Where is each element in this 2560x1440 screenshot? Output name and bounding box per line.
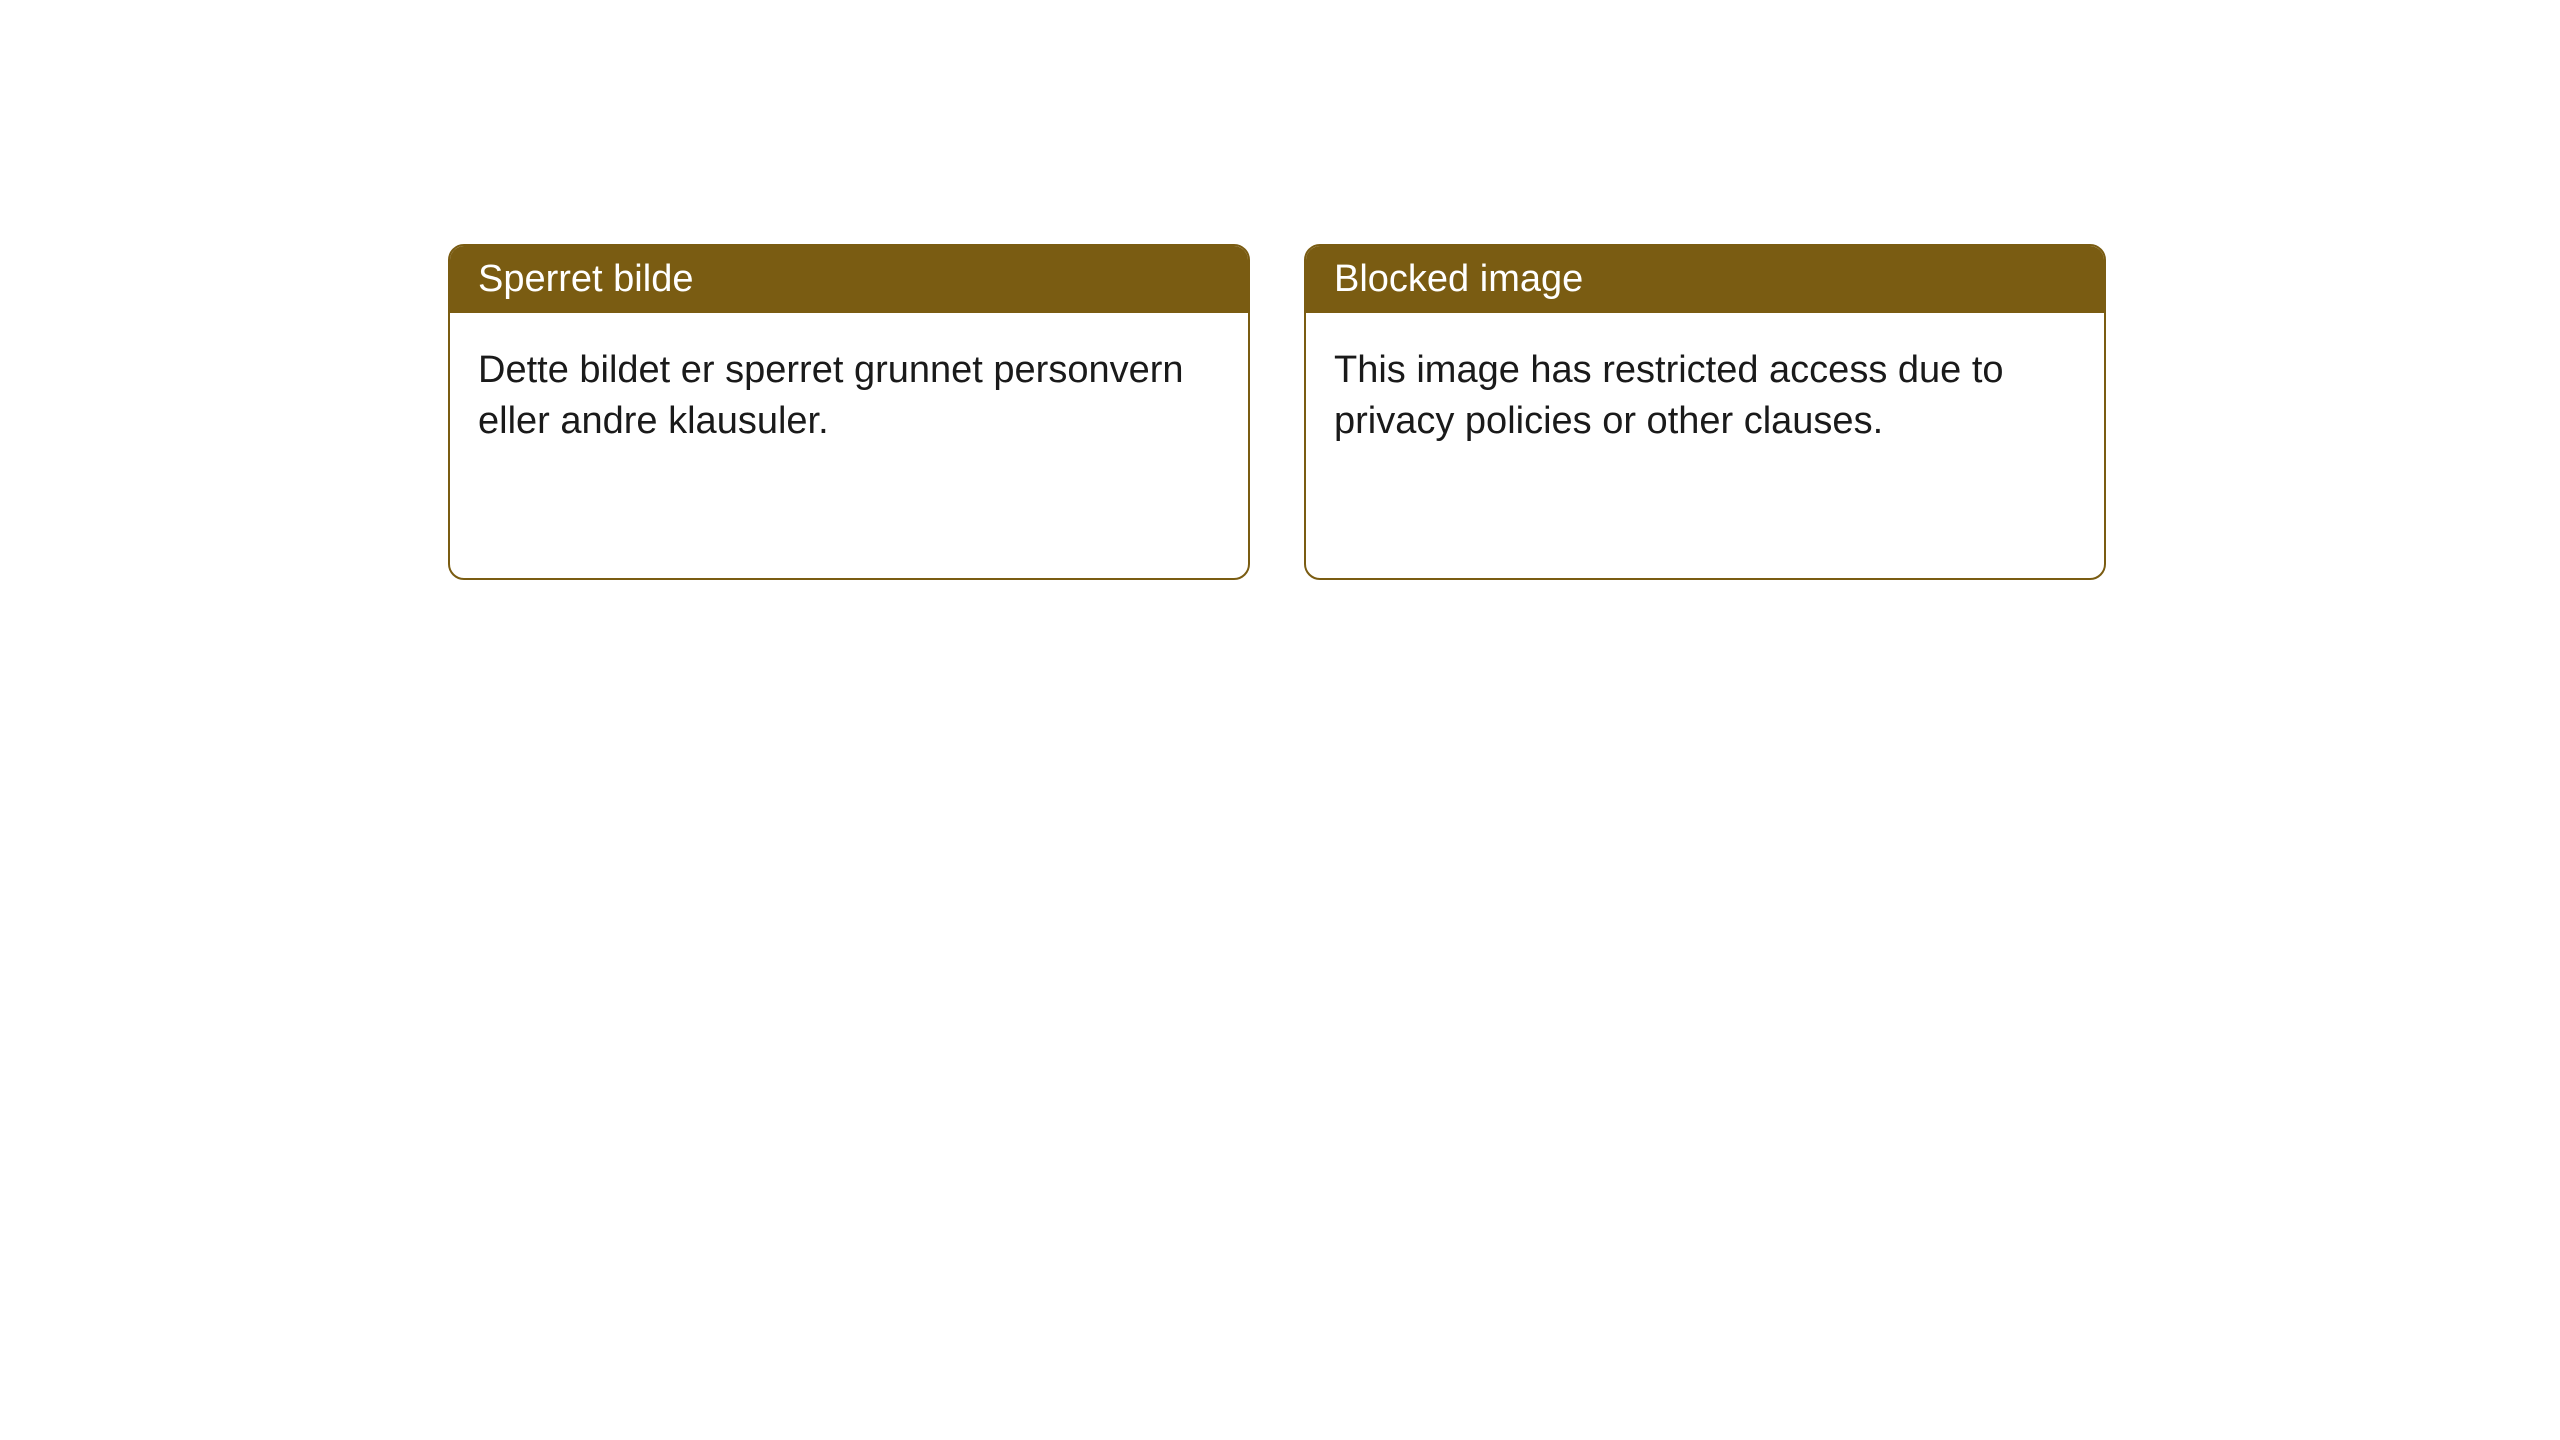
blocked-image-card-english: Blocked image This image has restricted … — [1304, 244, 2106, 580]
blocked-image-notice-container: Sperret bilde Dette bildet er sperret gr… — [448, 244, 2106, 580]
card-title-english: Blocked image — [1334, 258, 1583, 300]
card-header-english: Blocked image — [1306, 246, 2104, 313]
card-body-text-norwegian: Dette bildet er sperret grunnet personve… — [478, 349, 1184, 442]
card-body-english: This image has restricted access due to … — [1306, 313, 2104, 480]
card-body-text-english: This image has restricted access due to … — [1334, 349, 2004, 442]
blocked-image-card-norwegian: Sperret bilde Dette bildet er sperret gr… — [448, 244, 1250, 580]
card-body-norwegian: Dette bildet er sperret grunnet personve… — [450, 313, 1248, 480]
card-title-norwegian: Sperret bilde — [478, 258, 693, 300]
card-header-norwegian: Sperret bilde — [450, 246, 1248, 313]
